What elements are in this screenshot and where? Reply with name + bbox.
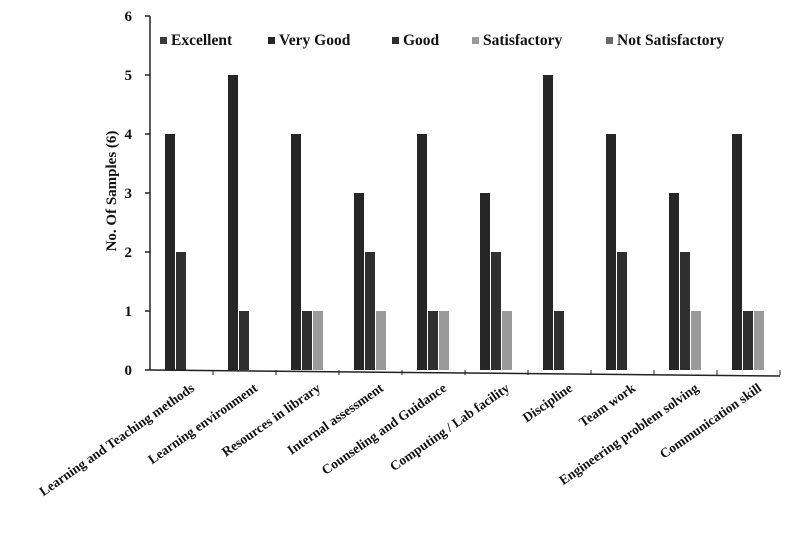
y-tick-label: 6 (125, 9, 133, 25)
bar-good (554, 311, 564, 370)
y-tick-label: 2 (125, 245, 133, 261)
bar-very-good (606, 134, 616, 370)
bar-satisfactory (502, 311, 512, 370)
bar-good (176, 252, 186, 370)
bar-very-good (732, 134, 742, 370)
x-tick-label: Discipline (520, 380, 575, 425)
x-tick-label: Communication skill (657, 380, 764, 461)
bars (165, 75, 764, 370)
bar-very-good (165, 134, 175, 370)
y-axis-ticks: 0 1 2 3 4 5 6 (125, 9, 150, 379)
bar-very-good (291, 134, 301, 370)
legend-entry: Not Satisfactory (617, 32, 724, 49)
bar-satisfactory (439, 311, 449, 370)
bar-very-good (228, 75, 238, 370)
bar-satisfactory (313, 311, 323, 370)
bar-very-good (354, 193, 364, 370)
bar-very-good (543, 75, 553, 370)
legend-entry: Excellent (171, 32, 233, 49)
bar-satisfactory (376, 311, 386, 370)
x-tick-label: Counseling and Guidance (319, 380, 449, 477)
bar-very-good (480, 193, 490, 370)
bar-good (680, 252, 690, 370)
legend-swatch (472, 37, 479, 44)
legend: Excellent Very Good Good Satisfactory Not Sa… (160, 32, 724, 49)
bar-good (428, 311, 438, 370)
legend-entry: Satisfactory (483, 32, 562, 49)
y-tick-label: 5 (125, 68, 133, 84)
legend-swatch (392, 37, 399, 44)
bar-very-good (417, 134, 427, 370)
bar-satisfactory (754, 311, 764, 370)
y-axis-label: No. Of Samples (6) (104, 131, 120, 252)
bar-satisfactory (691, 311, 701, 370)
legend-swatch (268, 37, 275, 44)
legend-swatch (606, 37, 613, 44)
bar-good (491, 252, 501, 370)
x-tick-label: Learning environment (145, 380, 260, 467)
bar-good (743, 311, 753, 370)
bar-good (239, 311, 249, 370)
y-tick-label: 1 (125, 304, 133, 320)
x-tick-label: Team work (576, 380, 638, 430)
y-tick-label: 0 (125, 363, 133, 379)
legend-entry: Very Good (279, 32, 351, 49)
legend-swatch (160, 37, 167, 44)
bar-good (365, 252, 375, 370)
bar-good (617, 252, 627, 370)
bar-very-good (669, 193, 679, 370)
bar-good (302, 311, 312, 370)
legend-entry: Good (403, 32, 440, 49)
y-tick-label: 3 (125, 186, 133, 202)
x-tick-label: Computing / Lab facility (387, 380, 512, 474)
y-tick-label: 4 (125, 127, 133, 143)
